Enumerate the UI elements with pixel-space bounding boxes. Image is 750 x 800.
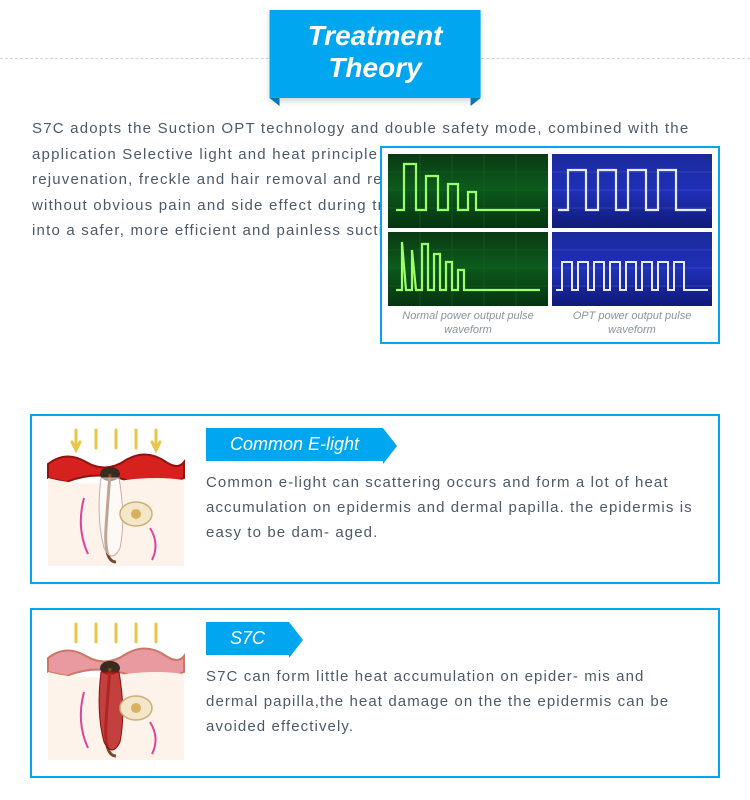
tag-common-elight: Common E-light xyxy=(206,428,383,461)
scope-normal-green-2 xyxy=(388,232,548,306)
text-s7c: S7C can form little heat accumulation on… xyxy=(206,665,700,739)
scope-opt-blue-1 xyxy=(552,154,712,228)
scope-normal-green-1 xyxy=(388,154,548,228)
title-line1: Treatment xyxy=(308,20,443,51)
caption-normal: Normal power output pulse waveform xyxy=(388,310,548,338)
title-banner: Treatment Theory xyxy=(270,10,481,98)
card-common-elight: Common E-light Common e-light can scatte… xyxy=(30,414,720,584)
skin-diagram-common xyxy=(46,428,186,568)
scope-opt-blue-2 xyxy=(552,232,712,306)
caption-opt: OPT power output pulse waveform xyxy=(552,310,712,338)
waveform-panel: Normal power output pulse waveform OPT p… xyxy=(380,146,720,344)
card-s7c: S7C S7C can form little heat accumulatio… xyxy=(30,608,720,778)
tag-s7c: S7C xyxy=(206,622,289,655)
skin-diagram-s7c xyxy=(46,622,186,762)
title-line2: Theory xyxy=(328,52,421,83)
text-common-elight: Common e-light can scattering occurs and… xyxy=(206,471,700,545)
